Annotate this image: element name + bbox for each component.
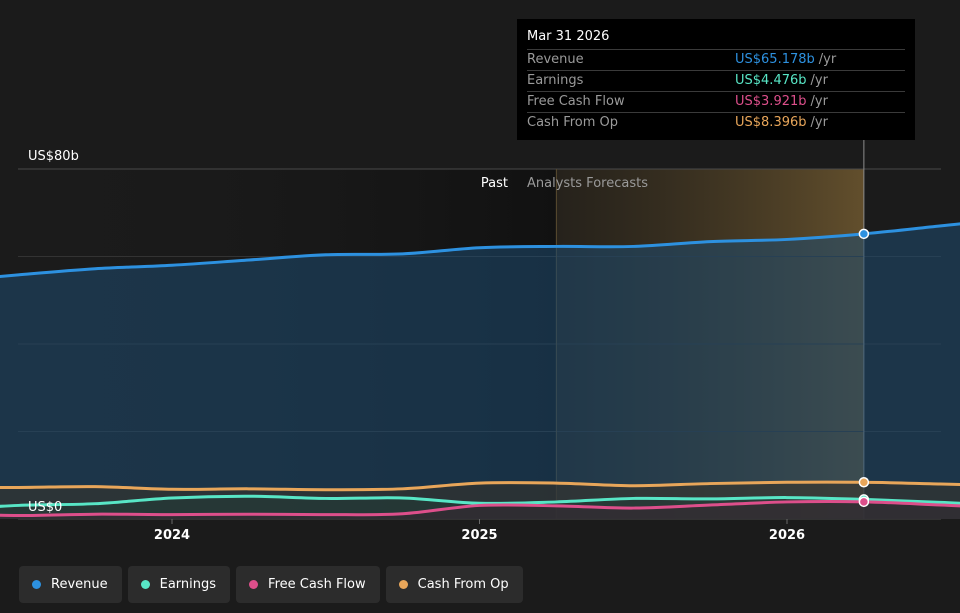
- tooltip-unit: /yr: [810, 115, 828, 130]
- tooltip-value: US$4.476b: [735, 73, 807, 88]
- legend-item-revenue[interactable]: Revenue: [19, 566, 122, 603]
- y-axis-top-label: US$80b: [28, 149, 79, 164]
- tooltip-date: Mar 31 2026: [527, 29, 610, 44]
- y-axis-bottom-label: US$0: [28, 500, 62, 515]
- legend-label: Cash From Op: [417, 577, 509, 592]
- legend-label: Revenue: [51, 577, 108, 592]
- tooltip-row-earnings: Earnings US$4.476b /yr: [527, 70, 905, 91]
- earnings-line: [0, 494, 960, 508]
- free-cash-flow-current-marker[interactable]: [858, 496, 870, 508]
- cash-from-op-line: [0, 480, 960, 492]
- tooltip-value: US$65.178b: [735, 52, 815, 67]
- tooltip-unit: /yr: [810, 73, 828, 88]
- chart-legend: Revenue Earnings Free Cash Flow Cash Fro…: [19, 566, 523, 603]
- tooltip-row-revenue: Revenue US$65.178b /yr: [527, 49, 905, 70]
- data-tooltip: Mar 31 2026 Revenue US$65.178b /yr Earni…: [517, 19, 915, 140]
- tooltip-value: US$8.396b: [735, 115, 807, 130]
- tooltip-value: US$3.921b: [735, 94, 807, 109]
- legend-dot-icon: [249, 580, 259, 589]
- legend-item-free-cash-flow[interactable]: Free Cash Flow: [236, 566, 380, 603]
- legend-dot-icon: [32, 580, 41, 589]
- free-cash-flow-line: [0, 500, 960, 518]
- x-tick-label: 2024: [154, 528, 190, 543]
- legend-dot-icon: [140, 580, 150, 589]
- tooltip-row-cash-from-op: Cash From Op US$8.396b /yr: [527, 112, 905, 133]
- revenue-current-marker[interactable]: [858, 228, 870, 240]
- tooltip-unit: /yr: [818, 52, 837, 67]
- forecast-region-label: Analysts Forecasts: [527, 176, 648, 191]
- cash-from-op-current-marker[interactable]: [858, 477, 870, 488]
- tooltip-row-free-cash-flow: Free Cash Flow US$3.921b /yr: [527, 91, 905, 112]
- x-tick-label: 2026: [769, 528, 805, 543]
- revenue-area: [0, 223, 960, 519]
- legend-dot-icon: [398, 580, 408, 589]
- legend-item-earnings[interactable]: Earnings: [127, 566, 231, 603]
- x-tick-label: 2025: [461, 528, 497, 543]
- tooltip-label: Revenue: [527, 52, 584, 67]
- revenue-line: [0, 222, 960, 278]
- legend-label: Earnings: [159, 577, 217, 592]
- legend-item-cash-from-op[interactable]: Cash From Op: [385, 566, 523, 603]
- tooltip-label: Cash From Op: [527, 115, 619, 130]
- past-region-label: Past: [481, 176, 508, 191]
- tooltip-label: Earnings: [527, 73, 584, 88]
- tooltip-unit: /yr: [810, 94, 828, 109]
- legend-label: Free Cash Flow: [268, 577, 366, 592]
- tooltip-label: Free Cash Flow: [527, 94, 625, 109]
